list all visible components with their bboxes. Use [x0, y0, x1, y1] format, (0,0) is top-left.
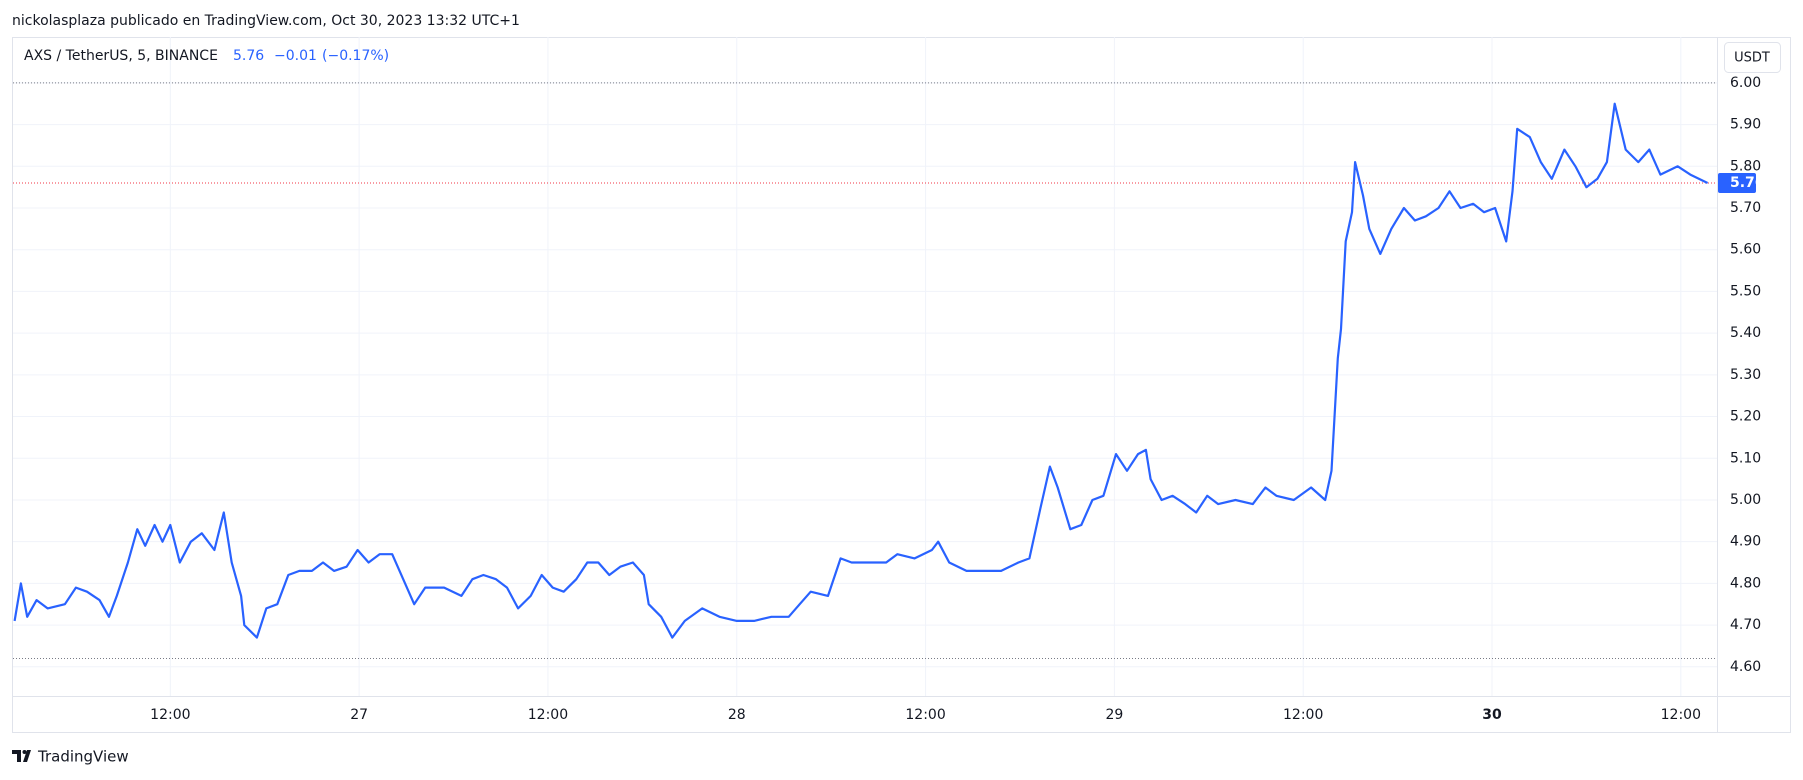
y-tick-label: 5.70 — [1730, 200, 1761, 216]
x-tick-label: 12:00 — [528, 707, 568, 723]
price-line — [13, 102, 1709, 639]
x-tick-label: 12:00 — [1661, 707, 1701, 723]
chart-frame — [12, 37, 1791, 733]
y-tick-label: 5.30 — [1730, 367, 1761, 383]
y-tick-label: 5.50 — [1730, 283, 1761, 299]
currency-label[interactable]: USDT — [1734, 51, 1770, 66]
x-tick-label: 28 — [728, 707, 746, 723]
grid — [13, 37, 1717, 696]
publisher-line: nickolasplaza publicado en TradingView.c… — [12, 13, 520, 29]
y-tick-label: 4.60 — [1730, 659, 1761, 675]
last-price-tag — [1718, 172, 1756, 193]
y-tick-label: 6.00 — [1730, 75, 1761, 91]
x-tick-label: 12:00 — [150, 707, 190, 723]
price-change: −0.01 — [274, 48, 317, 64]
y-tick-label: 5.00 — [1730, 492, 1761, 508]
logo-text: TradingView — [37, 748, 129, 766]
y-tick-label: 4.70 — [1730, 617, 1761, 633]
y-tick-label: 5.10 — [1730, 450, 1761, 466]
price-change-percent: (−0.17%) — [322, 48, 389, 64]
y-tick-label: 5.80 — [1730, 158, 1761, 174]
y-tick-label: 5.20 — [1730, 409, 1761, 425]
x-tick-label: 12:00 — [1283, 707, 1323, 723]
symbol-legend: AXS / TetherUS, 5, BINANCE — [24, 48, 218, 64]
plot — [13, 82, 1717, 659]
x-tick-label: 30 — [1482, 707, 1502, 723]
y-tick-label: 5.60 — [1730, 242, 1761, 258]
logo-dot — [22, 750, 27, 754]
currency-button[interactable] — [1724, 42, 1781, 73]
y-tick-label: 5.40 — [1730, 325, 1761, 341]
x-tick-label: 12:00 — [905, 707, 945, 723]
logo-mark — [12, 750, 31, 762]
x-tick-label: 29 — [1105, 707, 1123, 723]
tradingview-logo: TradingView — [12, 748, 129, 766]
last-price: 5.76 — [233, 48, 264, 64]
y-tick-label: 5.90 — [1730, 117, 1761, 133]
last-price-tag-label: 5.76 — [1730, 175, 1765, 191]
y-tick-label: 4.90 — [1730, 534, 1761, 550]
y-tick-label: 4.80 — [1730, 575, 1761, 591]
x-tick-label: 27 — [350, 707, 368, 723]
